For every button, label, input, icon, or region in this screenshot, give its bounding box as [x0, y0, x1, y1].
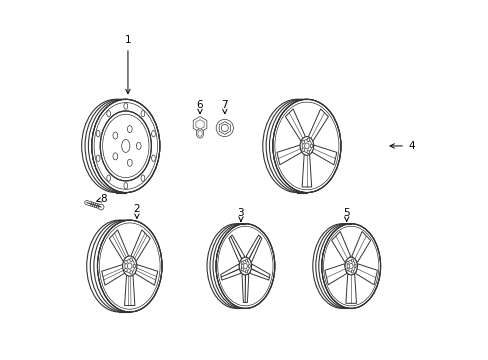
- Polygon shape: [228, 237, 242, 262]
- Polygon shape: [302, 154, 311, 187]
- Polygon shape: [242, 275, 245, 302]
- Ellipse shape: [122, 256, 137, 276]
- Polygon shape: [331, 231, 350, 262]
- Ellipse shape: [216, 224, 274, 309]
- Ellipse shape: [346, 261, 348, 264]
- Polygon shape: [324, 264, 346, 285]
- Ellipse shape: [81, 99, 149, 193]
- Polygon shape: [248, 237, 262, 262]
- Ellipse shape: [346, 268, 348, 271]
- Ellipse shape: [272, 99, 340, 193]
- Ellipse shape: [304, 143, 308, 149]
- Ellipse shape: [243, 263, 247, 269]
- Ellipse shape: [241, 261, 243, 264]
- Ellipse shape: [97, 220, 162, 312]
- Ellipse shape: [141, 175, 144, 181]
- Polygon shape: [245, 235, 260, 259]
- Ellipse shape: [241, 268, 243, 271]
- Ellipse shape: [301, 148, 304, 152]
- Ellipse shape: [350, 259, 353, 262]
- Ellipse shape: [113, 153, 118, 160]
- Ellipse shape: [92, 99, 160, 193]
- Text: 7: 7: [221, 100, 227, 114]
- Ellipse shape: [86, 220, 151, 312]
- Polygon shape: [345, 275, 356, 303]
- Ellipse shape: [321, 224, 380, 309]
- Ellipse shape: [245, 259, 247, 262]
- Ellipse shape: [127, 159, 132, 166]
- Ellipse shape: [353, 265, 356, 267]
- Ellipse shape: [300, 136, 313, 155]
- Ellipse shape: [127, 126, 132, 132]
- Ellipse shape: [306, 138, 309, 142]
- Polygon shape: [135, 265, 158, 285]
- Text: 3: 3: [237, 208, 244, 221]
- Polygon shape: [311, 145, 336, 165]
- Ellipse shape: [122, 139, 130, 152]
- Ellipse shape: [248, 265, 250, 267]
- Polygon shape: [276, 145, 301, 165]
- Ellipse shape: [96, 130, 100, 137]
- Polygon shape: [249, 269, 269, 280]
- Text: 8: 8: [97, 194, 107, 204]
- Text: 6: 6: [196, 100, 203, 114]
- Ellipse shape: [345, 257, 357, 275]
- Text: 5: 5: [343, 208, 349, 221]
- Polygon shape: [355, 264, 377, 285]
- Polygon shape: [250, 264, 269, 278]
- Ellipse shape: [136, 143, 141, 149]
- Ellipse shape: [350, 270, 353, 273]
- Ellipse shape: [348, 263, 352, 269]
- Polygon shape: [220, 264, 239, 278]
- Ellipse shape: [130, 258, 132, 262]
- Ellipse shape: [312, 224, 371, 309]
- Text: 1: 1: [124, 35, 131, 94]
- Text: 2: 2: [133, 204, 140, 219]
- Polygon shape: [109, 230, 128, 261]
- Ellipse shape: [98, 204, 104, 210]
- Polygon shape: [307, 109, 328, 141]
- Polygon shape: [230, 235, 244, 259]
- Ellipse shape: [124, 268, 127, 272]
- Polygon shape: [102, 265, 124, 285]
- Polygon shape: [221, 269, 241, 280]
- Ellipse shape: [221, 125, 228, 132]
- Ellipse shape: [151, 155, 155, 161]
- Ellipse shape: [106, 111, 110, 117]
- Text: 4: 4: [389, 141, 414, 151]
- Ellipse shape: [151, 130, 155, 137]
- Ellipse shape: [133, 264, 136, 268]
- Ellipse shape: [306, 150, 309, 154]
- Ellipse shape: [123, 183, 127, 189]
- Ellipse shape: [245, 270, 247, 273]
- Polygon shape: [351, 231, 370, 262]
- Polygon shape: [244, 275, 248, 302]
- Ellipse shape: [113, 132, 118, 139]
- Polygon shape: [131, 230, 150, 261]
- Ellipse shape: [127, 263, 132, 269]
- Ellipse shape: [216, 120, 233, 136]
- Ellipse shape: [309, 144, 312, 148]
- Ellipse shape: [262, 99, 330, 193]
- Ellipse shape: [96, 155, 100, 161]
- Ellipse shape: [123, 103, 127, 109]
- Ellipse shape: [196, 129, 203, 138]
- Ellipse shape: [124, 260, 127, 264]
- Ellipse shape: [100, 111, 151, 181]
- Polygon shape: [285, 109, 305, 141]
- Ellipse shape: [301, 140, 304, 144]
- Polygon shape: [124, 275, 135, 306]
- Ellipse shape: [239, 257, 251, 275]
- Ellipse shape: [106, 175, 110, 181]
- Ellipse shape: [141, 111, 144, 117]
- Ellipse shape: [130, 271, 132, 274]
- Ellipse shape: [206, 224, 265, 309]
